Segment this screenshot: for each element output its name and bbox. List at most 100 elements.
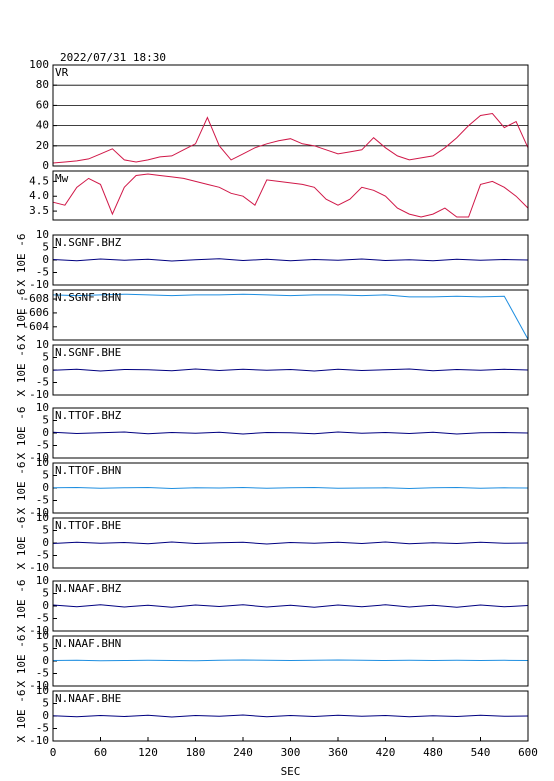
y-tick-label: -10 <box>29 561 49 574</box>
y-tick-label: 5 <box>42 469 49 482</box>
y-tick-label: 0 <box>42 363 49 376</box>
y-tick-label: 0 <box>42 536 49 549</box>
x-tick-label: 120 <box>138 746 158 759</box>
y-axis-label: X 10E -6 <box>15 690 28 743</box>
y-axis-label: X 10E -6 <box>15 289 28 342</box>
data-line <box>52 604 529 608</box>
data-line <box>52 659 529 662</box>
y-axis-label: X 10E -6 <box>15 344 28 397</box>
panel-frame <box>52 234 529 286</box>
data-line <box>52 258 529 262</box>
panel-label: VR <box>55 66 69 79</box>
panel-frame <box>52 344 529 396</box>
y-tick-label: -5 <box>36 494 49 507</box>
x-tick-label: 540 <box>471 746 491 759</box>
y-tick-label: 4.5 <box>29 174 49 187</box>
y-axis-label: X 10E -6 <box>15 580 28 633</box>
y-tick-label: 10 <box>36 228 49 241</box>
x-tick-label: 0 <box>50 746 57 759</box>
data-line <box>52 431 529 435</box>
panel-frame <box>52 170 529 221</box>
panel-label: N.SGNF.BHZ <box>55 236 122 249</box>
y-tick-label: 80 <box>36 78 49 91</box>
panel-frame <box>52 407 529 459</box>
y-tick-label: -604 <box>23 320 50 333</box>
y-tick-label: -10 <box>29 679 49 692</box>
y-axis-label: X 10E -6 <box>15 462 28 515</box>
y-tick-label: 5 <box>42 697 49 710</box>
y-tick-label: -5 <box>36 549 49 562</box>
x-tick-label: 60 <box>94 746 107 759</box>
panel-frame <box>52 64 529 167</box>
y-tick-label: -5 <box>36 667 49 680</box>
x-tick-label: 240 <box>233 746 253 759</box>
panel-frame <box>52 635 529 687</box>
y-tick-label: -5 <box>36 266 49 279</box>
y-tick-label: -10 <box>29 388 49 401</box>
y-tick-label: 10 <box>36 456 49 469</box>
y-tick-label: -10 <box>29 506 49 519</box>
panel-label: Mw <box>55 172 69 185</box>
panel-label: N.NAAF.BHZ <box>55 582 122 595</box>
data-line <box>52 541 529 545</box>
data-line <box>52 486 529 490</box>
y-tick-label: 5 <box>42 524 49 537</box>
panel-label: N.SGNF.BHN <box>55 291 121 304</box>
y-tick-label: 10 <box>36 401 49 414</box>
panel-frame <box>52 289 529 341</box>
y-tick-label: -606 <box>23 306 50 319</box>
panel-label: N.NAAF.BHE <box>55 692 121 705</box>
y-axis-label: X 10E -6 <box>15 234 28 287</box>
panel-label: N.TTOF.BHZ <box>55 409 122 422</box>
y-tick-label: 10 <box>36 338 49 351</box>
y-tick-label: 0 <box>42 709 49 722</box>
y-tick-label: 5 <box>42 414 49 427</box>
y-tick-label: 0 <box>42 481 49 494</box>
x-tick-label: 600 <box>518 746 538 759</box>
y-tick-label: 0 <box>42 253 49 266</box>
x-tick-label: 420 <box>376 746 396 759</box>
x-axis-label: SEC <box>281 765 301 778</box>
panel-label: N.NAAF.BHN <box>55 637 121 650</box>
y-tick-label: 5 <box>42 241 49 254</box>
data-line <box>52 368 529 372</box>
y-tick-label: 60 <box>36 98 49 111</box>
y-tick-label: 20 <box>36 139 49 152</box>
panel-frame <box>52 580 529 632</box>
panel-label: N.TTOF.BHE <box>55 519 121 532</box>
data-line <box>52 112 529 164</box>
y-tick-label: 40 <box>36 119 49 132</box>
y-tick-label: 5 <box>42 642 49 655</box>
x-tick-label: 300 <box>281 746 301 759</box>
y-tick-label: -5 <box>36 376 49 389</box>
y-axis-label: X 10E -6 <box>15 407 28 460</box>
panel-label: N.TTOF.BHN <box>55 464 121 477</box>
y-axis-label: X 10E -6 <box>15 635 28 688</box>
y-tick-label: 5 <box>42 587 49 600</box>
data-line <box>52 173 529 218</box>
y-tick-label: 10 <box>36 574 49 587</box>
x-tick-label: 480 <box>423 746 443 759</box>
x-tick-label: 180 <box>186 746 206 759</box>
y-tick-label: 5 <box>42 351 49 364</box>
y-tick-label: -5 <box>36 439 49 452</box>
panel-label: N.SGNF.BHE <box>55 346 121 359</box>
y-tick-label: 3.5 <box>29 204 49 217</box>
y-tick-label: -5 <box>36 612 49 625</box>
chart-title: 2022/07/31 18:30 <box>60 51 166 64</box>
y-tick-label: 0 <box>42 426 49 439</box>
y-tick-label: 4.0 <box>29 189 49 202</box>
panel-frame <box>52 462 529 514</box>
panel-frame <box>52 517 529 569</box>
x-tick-label: 360 <box>328 746 348 759</box>
y-tick-label: 10 <box>36 684 49 697</box>
y-tick-label: 100 <box>29 58 49 71</box>
y-tick-label: -5 <box>36 722 49 735</box>
y-tick-label: 0 <box>42 654 49 667</box>
data-line <box>52 714 529 718</box>
y-axis-label: X 10E -6 <box>15 517 28 570</box>
y-tick-label: -10 <box>29 624 49 637</box>
y-tick-label: -608 <box>23 292 50 305</box>
